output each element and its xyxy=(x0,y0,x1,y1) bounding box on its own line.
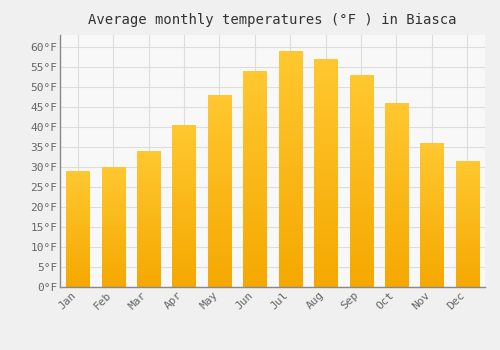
Title: Average monthly temperatures (°F ) in Biasca: Average monthly temperatures (°F ) in Bi… xyxy=(88,13,457,27)
